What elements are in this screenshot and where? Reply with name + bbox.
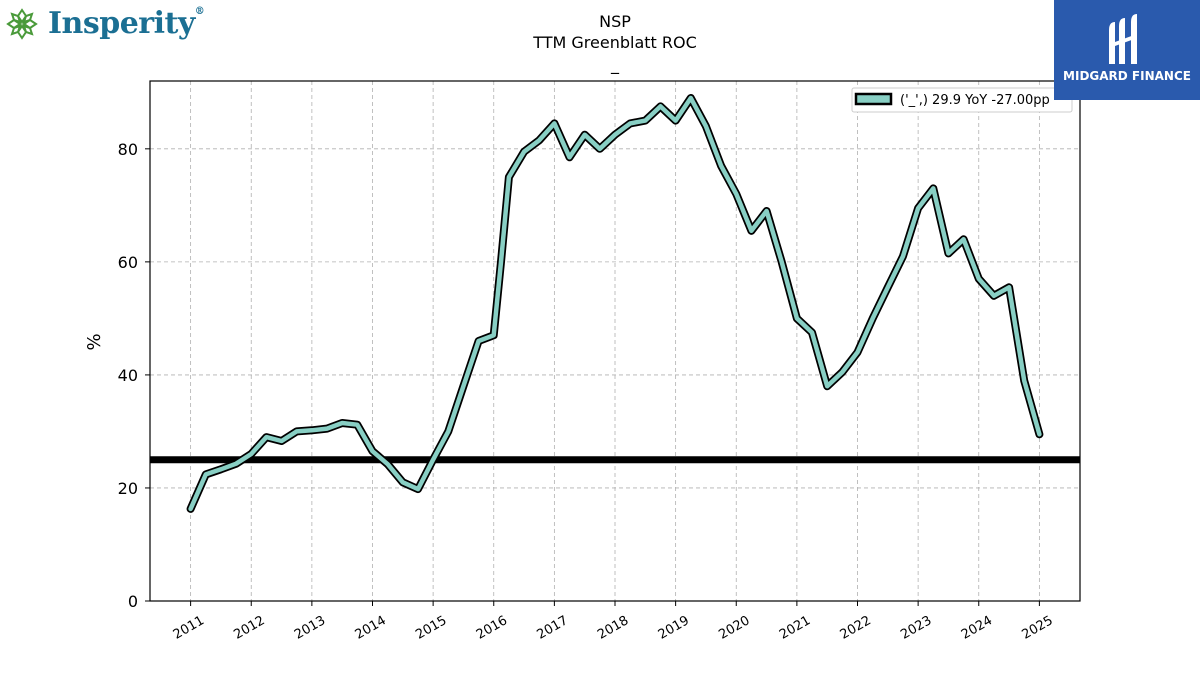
x-tick-label: 2011: [171, 613, 207, 643]
x-tick-label: 2024: [959, 613, 995, 643]
x-tick-label: 2025: [1020, 613, 1056, 643]
series-layer: [186, 94, 1044, 513]
legend-label: ('_',) 29.9 YoY -27.00pp: [900, 93, 1050, 108]
series-line: [188, 95, 1042, 512]
x-tick-label: 2022: [838, 613, 874, 643]
midgard-mark-icon: [1109, 14, 1137, 64]
y-tick-label: 60: [118, 253, 138, 272]
y-tick-label: 20: [118, 479, 138, 498]
legend-box: [851, 87, 1073, 113]
legend: ('_',) 29.9 YoY -27.00pp: [851, 87, 1073, 113]
x-tick-label: 2023: [898, 613, 934, 643]
y-tick-label: 80: [118, 140, 138, 159]
x-tick-label: 2014: [353, 613, 389, 643]
chart-subtitle: TTM Greenblatt ROC: [532, 33, 697, 52]
insperity-logo: Insperity®: [4, 4, 205, 44]
midgard-logo-text: MIDGARD FINANCE: [1063, 69, 1191, 83]
y-tick-label: 0: [128, 592, 138, 611]
insperity-logo-text: Insperity®: [48, 6, 205, 41]
grid-layer: [150, 81, 1080, 602]
legend-swatch: [854, 92, 893, 106]
x-tick-label: 2020: [716, 613, 752, 643]
insperity-leaf-icon: [6, 8, 38, 40]
y-tick-label: 40: [118, 366, 138, 385]
x-tick-label: 2012: [231, 613, 267, 643]
midgard-finance-logo: MIDGARD FINANCE: [1054, 0, 1200, 100]
chart-title: NSP: [599, 12, 631, 31]
x-tick-label: 2018: [595, 613, 631, 643]
y-axis-label: %: [84, 333, 105, 350]
x-tick-label: 2013: [292, 613, 328, 643]
x-tick-label: 2015: [413, 613, 449, 643]
x-tick-label: 2017: [535, 613, 571, 643]
x-tick-label: 2019: [656, 613, 692, 643]
chart-subtitle-2: _: [610, 55, 620, 75]
x-tick-label: 2016: [474, 613, 510, 643]
x-tick-label: 2021: [777, 613, 813, 643]
